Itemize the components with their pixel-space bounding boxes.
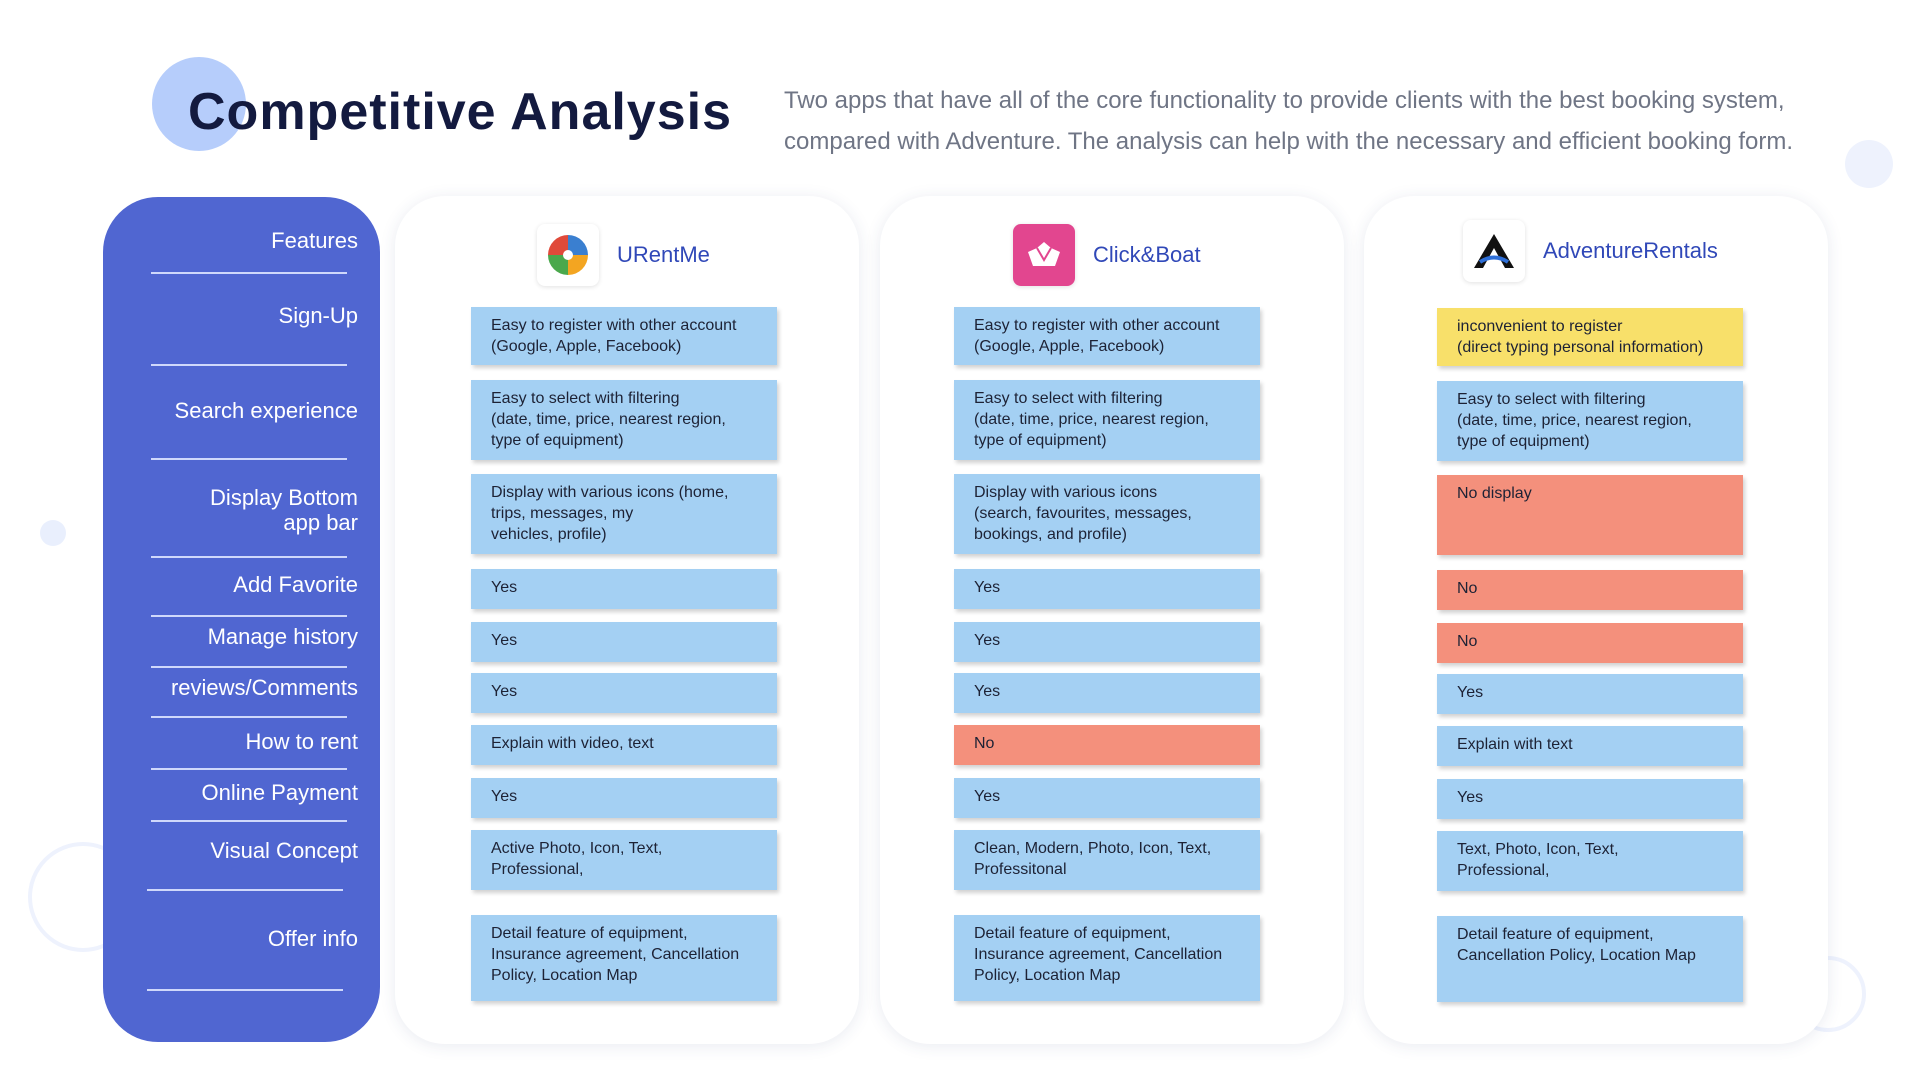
page-title: Competitive Analysis <box>188 83 733 141</box>
feature-divider <box>151 716 347 718</box>
feature-divider <box>151 615 347 617</box>
comparison-cell: Yes <box>1437 778 1743 819</box>
feature-label: Sign-Up <box>278 303 358 328</box>
comparison-cell: Yes <box>471 673 777 713</box>
comparison-cell: No <box>1437 569 1743 610</box>
comparison-cell: Easy to register with other account (Goo… <box>954 307 1260 365</box>
feature-label: Add Favorite <box>233 572 358 597</box>
feature-divider <box>147 889 343 891</box>
feature-label: Offer info <box>267 926 358 951</box>
comparison-cell: Yes <box>954 622 1260 662</box>
comparison-cell: Explain with text <box>1437 725 1743 766</box>
comparison-cell: Clean, Modern, Photo, Icon, Text, Profes… <box>954 830 1260 890</box>
comparison-cell: Yes <box>954 673 1260 713</box>
app-name: URentMe <box>617 242 710 267</box>
comparison-cell: No display <box>1437 474 1743 555</box>
adventure-rentals-logo-icon <box>1463 220 1525 282</box>
feature-label: Visual Concept <box>210 838 358 863</box>
comparison-cell: Easy to select with filtering (date, tim… <box>471 380 777 460</box>
comparison-cell: Easy to register with other account (Goo… <box>471 307 777 365</box>
comparison-cell: Detail feature of equipment, Insurance a… <box>471 915 777 1001</box>
comparison-cell: Text, Photo, Icon, Text, Professional, <box>1437 830 1743 891</box>
comparison-cell: Explain with video, text <box>471 725 777 765</box>
feature-divider <box>151 364 347 366</box>
comparison-cell: inconvenient to register (direct typing … <box>1437 307 1743 366</box>
comparison-cell: Easy to select with filtering (date, tim… <box>954 380 1260 460</box>
decorative-dot <box>40 520 66 546</box>
comparison-cell: Detail feature of equipment, Cancellatio… <box>1437 915 1743 1002</box>
features-sidebar: Features Sign-Up Search experience Display … <box>103 197 380 1042</box>
feature-label: Search experience <box>174 398 358 423</box>
intro-text: Two apps that have all of the core funct… <box>784 87 1794 155</box>
feature-divider <box>151 556 347 558</box>
click-and-boat-logo-icon <box>1013 224 1075 286</box>
feature-divider <box>151 458 347 460</box>
comparison-cell: Yes <box>471 778 777 818</box>
comparison-cell: Yes <box>471 569 777 609</box>
feature-divider <box>147 989 343 991</box>
features-header: Features <box>271 228 358 253</box>
comparison-cell: Display with various icons (search, favo… <box>954 474 1260 554</box>
feature-divider <box>151 272 347 274</box>
comparison-cell: Display with various icons (home, trips,… <box>471 474 777 554</box>
feature-label: Online Payment <box>201 780 358 805</box>
urentme-logo-icon <box>537 224 599 286</box>
title-accent-dot <box>152 57 246 151</box>
comparison-cell: Yes <box>954 778 1260 818</box>
comparison-cell: Active Photo, Icon, Text, Professional, <box>471 830 777 890</box>
comparison-cell: Yes <box>471 622 777 662</box>
comparison-cell: Yes <box>954 569 1260 609</box>
app-name: AdventureRentals <box>1543 238 1718 263</box>
feature-divider <box>151 666 347 668</box>
comparison-cell: Yes <box>1437 673 1743 714</box>
comparison-cell: Detail feature of equipment, Insurance a… <box>954 915 1260 1001</box>
comparison-cell: Easy to select with filtering (date, tim… <box>1437 380 1743 461</box>
decorative-dot <box>1845 140 1893 188</box>
feature-divider <box>151 768 347 770</box>
comparison-cell: No <box>954 725 1260 765</box>
app-header: URentMe <box>537 224 710 286</box>
app-name: Click&Boat <box>1093 242 1201 267</box>
feature-label: How to rent <box>245 729 359 754</box>
feature-label: Manage history <box>207 624 358 649</box>
feature-label: reviews/Comments <box>170 675 358 700</box>
app-header: AdventureRentals <box>1463 220 1718 282</box>
feature-label: Display Bottom app bar <box>210 485 358 535</box>
comparison-cell: No <box>1437 622 1743 663</box>
app-header: Click&Boat <box>1013 224 1201 286</box>
feature-divider <box>151 820 347 822</box>
